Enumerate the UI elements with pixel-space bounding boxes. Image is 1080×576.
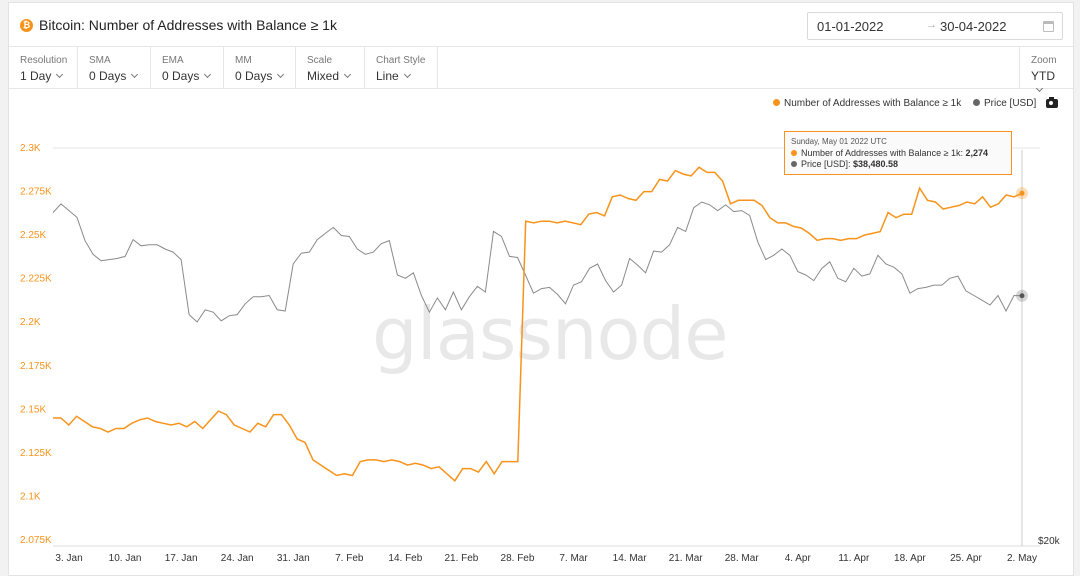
tooltip-dot-addresses [791, 150, 797, 156]
y2-tick-label: $20k [1038, 536, 1061, 547]
series-line-addresses [53, 166, 1023, 482]
y-tick-label: 2.225K [20, 274, 52, 285]
x-tick-label: 11. Apr [838, 553, 870, 564]
scale-value: Mixed [307, 69, 340, 83]
x-tick-label: 18. Apr [894, 553, 926, 564]
tooltip-row-price: Price [USD]: $38,480.58 [791, 159, 1005, 170]
legend-item-price[interactable]: Price [USD] [973, 98, 1036, 109]
chart-toolbar: Resolution 1 Day SMA 0 Days EMA 0 Days M… [9, 47, 1073, 93]
watermark: glassnode [372, 292, 729, 376]
hover-point-price [1019, 293, 1025, 299]
zoom-value: YTD [1031, 69, 1055, 83]
y-tick-label: 2.1K [20, 491, 41, 502]
x-tick-label: 17. Jan [165, 553, 198, 564]
y-tick-label: 2.075K [20, 535, 52, 546]
tooltip-label-addresses: Number of Addresses with Balance ≥ 1k: [801, 148, 966, 158]
x-tick-label: 31. Jan [277, 553, 310, 564]
zoom-select[interactable]: Zoom YTD [1019, 47, 1073, 93]
x-tick-label: 7. Mar [559, 553, 588, 564]
chart-style-value: Line [376, 69, 399, 83]
y-tick-label: 2.15K [20, 404, 46, 415]
x-tick-label: 14. Mar [613, 553, 648, 564]
tooltip-dot-price [791, 161, 797, 167]
y-tick-label: 2.25K [20, 230, 46, 241]
sma-select[interactable]: SMA 0 Days [78, 47, 151, 89]
x-tick-label: 21. Feb [444, 553, 478, 564]
legend-item-addresses[interactable]: Number of Addresses with Balance ≥ 1k [773, 98, 961, 109]
mm-value: 0 Days [235, 69, 273, 83]
sma-label: SMA [89, 55, 111, 66]
y-tick-label: 2.2K [20, 317, 41, 328]
tooltip-value-price: $38,480.58 [853, 159, 899, 169]
ema-label: EMA [162, 55, 184, 66]
resolution-value: 1 Day [20, 69, 52, 83]
legend-label-price: Price [USD] [984, 98, 1037, 109]
scale-label: Scale [307, 55, 333, 66]
zoom-label: Zoom [1031, 55, 1057, 66]
y-tick-label: 2.3K [20, 143, 41, 154]
y-tick-label: 2.175K [20, 361, 52, 372]
resolution-select[interactable]: Resolution 1 Day [9, 47, 78, 89]
legend-dot-addresses [773, 99, 780, 106]
legend-label-addresses: Number of Addresses with Balance ≥ 1k [784, 98, 962, 109]
series-line-price [52, 201, 1023, 323]
x-tick-label: 10. Jan [109, 553, 142, 564]
chart-style-label: Chart Style [376, 55, 426, 66]
ema-value: 0 Days [162, 69, 200, 83]
tooltip-date: Sunday, May 01 2022 UTC [791, 137, 887, 146]
x-tick-label: 3. Jan [55, 553, 82, 564]
date-start-input[interactable]: 01-01-2022 [817, 19, 884, 34]
x-tick-label: 28. Mar [725, 553, 760, 564]
x-tick-label: 28. Feb [501, 553, 535, 564]
tooltip-value-addresses: 2,274 [965, 148, 989, 158]
hover-point-addresses [1019, 190, 1025, 196]
tooltip-label-price: Price [USD]: [801, 159, 854, 169]
legend-dot-price [973, 99, 980, 106]
bitcoin-icon: ₿ [20, 19, 33, 32]
date-range-picker[interactable]: 01-01-2022 → 30-04-2022 [807, 12, 1063, 40]
x-tick-label: 14. Feb [388, 553, 422, 564]
x-tick-label: 2. May [1007, 553, 1037, 564]
scale-select[interactable]: Scale Mixed [296, 47, 365, 89]
chart-title: Bitcoin: Number of Addresses with Balanc… [39, 17, 337, 33]
mm-select[interactable]: MM 0 Days [224, 47, 296, 89]
y-tick-label: 2.275K [20, 187, 52, 198]
arrow-right-icon: → [926, 19, 937, 31]
x-tick-label: 21. Mar [669, 553, 704, 564]
tooltip-row-addresses: Number of Addresses with Balance ≥ 1k: 2… [791, 148, 1005, 159]
x-tick-label: 24. Jan [221, 553, 254, 564]
x-tick-label: 4. Apr [785, 553, 812, 564]
chart-style-select[interactable]: Chart Style Line [365, 47, 438, 89]
camera-icon[interactable] [1046, 97, 1058, 108]
chart-tooltip: Sunday, May 01 2022 UTC Number of Addres… [784, 131, 1012, 175]
x-tick-label: 25. Apr [950, 553, 982, 564]
y-tick-label: 2.125K [20, 448, 52, 459]
date-end-input[interactable]: 30-04-2022 [940, 19, 1007, 34]
calendar-icon[interactable] [1043, 21, 1054, 32]
mm-label: MM [235, 55, 252, 66]
resolution-label: Resolution [20, 55, 68, 66]
chart-header: ₿ Bitcoin: Number of Addresses with Bala… [9, 3, 1073, 47]
ema-select[interactable]: EMA 0 Days [151, 47, 224, 89]
x-tick-label: 7. Feb [335, 553, 364, 564]
sma-value: 0 Days [89, 69, 127, 83]
